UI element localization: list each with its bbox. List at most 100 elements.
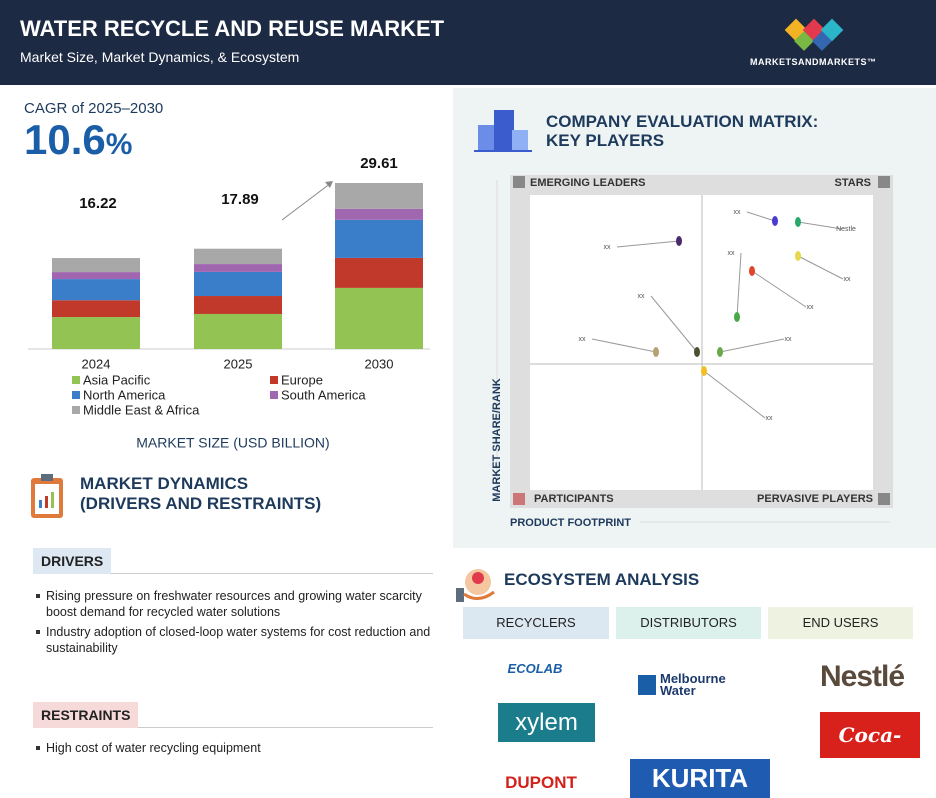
company-label: xx: [734, 209, 742, 216]
cagr: 10.6%: [24, 116, 132, 164]
list-item: High cost of water recycling equipment: [36, 740, 436, 756]
company-label: xx: [766, 415, 774, 422]
leader-line: [616, 240, 680, 248]
restraints-heading: RESTRAINTS: [33, 702, 139, 728]
ecosystem-icon: [456, 569, 495, 602]
title-line: MARKET DYNAMICS: [80, 474, 249, 493]
growth-arrow: [325, 181, 333, 188]
logo: xylem: [498, 703, 595, 742]
quadrant-label: STARS: [835, 177, 871, 189]
building-icon: [474, 110, 532, 152]
x-tick-label: 2024: [82, 356, 111, 371]
x-tick-label: 2025: [224, 356, 253, 371]
bar-segment: [52, 272, 140, 280]
title-line: COMPANY EVALUATION MATRIX:: [546, 112, 819, 131]
legend-swatch: [270, 391, 278, 399]
company-label: Nestle: [836, 226, 856, 233]
leader-line: [751, 270, 807, 308]
logo: Coca-Cola: [820, 712, 920, 793]
legend-label: South America: [281, 387, 366, 402]
bar-segment: [194, 313, 282, 349]
company-dot: [795, 251, 801, 261]
leader-line: [797, 221, 843, 230]
quadrant-label: PERVASIVE PLAYERS: [757, 493, 873, 505]
quadrant-label: PARTICIPANTS: [534, 493, 614, 505]
logo: ECOLAB: [507, 661, 563, 676]
bar-segment: [335, 208, 423, 220]
bar-segment: [52, 258, 140, 273]
company-label: xx: [638, 293, 646, 300]
legend-label: Middle East & Africa: [83, 402, 200, 417]
total-label: 17.89: [221, 191, 259, 208]
legend-label: Europe: [281, 372, 323, 387]
leader-line: [719, 338, 785, 353]
bar-segment: [194, 264, 282, 272]
company-dot: [749, 266, 755, 276]
company-dot: [772, 216, 778, 226]
logo-icon: [638, 675, 656, 695]
bar-segment: [52, 317, 140, 349]
brand: MARKETSANDMARKETS™: [750, 57, 877, 67]
company-dot: [734, 312, 740, 322]
quadrant-icon: [878, 493, 890, 505]
bar-segment: [194, 296, 282, 314]
divider: [33, 727, 433, 728]
logo: Nestlé: [819, 660, 905, 693]
legend-swatch: [72, 391, 80, 399]
title-line: (DRIVERS AND RESTRAINTS): [80, 494, 322, 513]
restraints-list: High cost of water recycling equipment: [36, 740, 436, 760]
company-dot: [676, 236, 682, 246]
bar-segment: [194, 271, 282, 297]
header-title: WATER RECYCLE AND REUSE MARKET: [20, 16, 445, 41]
quadrant-icon: [513, 493, 525, 505]
list-item: Industry adoption of closed-loop water s…: [36, 624, 436, 656]
leader-line: [736, 252, 742, 318]
legend-label: Asia Pacific: [83, 372, 151, 387]
bar-segment: [335, 183, 423, 209]
company-label: xx: [728, 250, 736, 257]
company-dot: [694, 347, 700, 357]
divider: [33, 573, 433, 574]
logo: KURITA: [630, 759, 770, 798]
ecosystem-title: ECOSYSTEM ANALYSIS: [504, 570, 700, 589]
legend-swatch: [72, 376, 80, 384]
brand-icon: [784, 18, 844, 51]
company-dot: [653, 347, 659, 357]
legend-swatch: [72, 406, 80, 414]
leader-line: [797, 255, 844, 280]
total-label: 29.61: [360, 155, 398, 172]
cagr-value: 10.6: [24, 116, 106, 163]
growth-arrow: [281, 182, 332, 221]
bar-segment: [335, 257, 423, 288]
bar-segment: [194, 248, 282, 265]
cagr-unit: %: [105, 128, 133, 161]
bar-segment: [335, 219, 423, 258]
y-axis-label: MARKET SHARE/RANK: [491, 378, 503, 502]
company-label: xx: [785, 336, 793, 343]
column-heading: DISTRIBUTORS: [616, 607, 761, 639]
company-dot: [717, 347, 723, 357]
quadrant-label: EMERGING LEADERS: [530, 177, 646, 189]
bar-segment: [52, 300, 140, 318]
total-label: 16.22: [79, 195, 117, 212]
title-line: KEY PLAYERS: [546, 131, 665, 150]
bar-segment: [52, 279, 140, 301]
x-tick-label: 2030: [365, 356, 394, 371]
x-axis-label: PRODUCT FOOTPRINT: [510, 517, 631, 529]
company-label: xx: [604, 244, 612, 251]
dynamics-title: MARKET DYNAMICS (DRIVERS AND RESTRAINTS): [80, 474, 321, 514]
company-dot: [701, 366, 707, 376]
chart-xlabel: MARKET SIZE (USD BILLION): [136, 435, 329, 451]
logo: Melbourne Water: [660, 671, 726, 698]
leader-line: [746, 211, 776, 222]
legend-swatch: [270, 376, 278, 384]
column-heading: RECYCLERS: [463, 607, 609, 639]
cagr-label: CAGR of 2025–2030: [24, 100, 164, 117]
company-label: xx: [844, 276, 852, 283]
company-dot: [795, 217, 801, 227]
matrix-title: COMPANY EVALUATION MATRIX: KEY PLAYERS: [546, 112, 818, 150]
company-label: xx: [579, 336, 587, 343]
header: [0, 0, 936, 85]
legend-label: North America: [83, 387, 166, 402]
